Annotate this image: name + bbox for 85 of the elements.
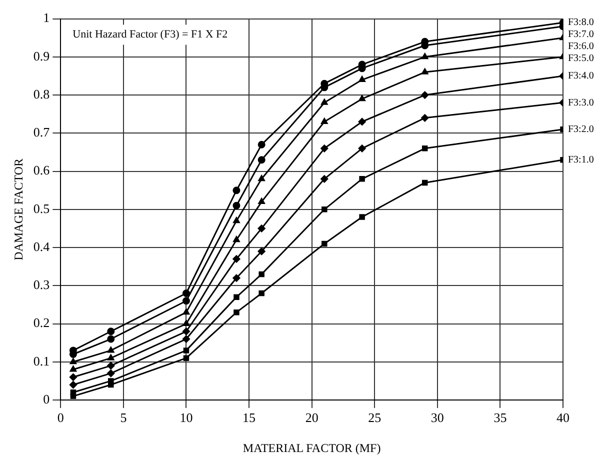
point	[233, 217, 240, 224]
point	[422, 53, 428, 60]
y-axis-title: DAMAGE FACTOR	[11, 158, 26, 260]
point	[108, 354, 114, 360]
series-label: F3:7.0	[568, 29, 594, 40]
x-tick-label: 25	[368, 410, 382, 426]
y-tick-label: 0.3	[33, 277, 50, 292]
point	[358, 95, 366, 102]
y-tick-label: 0.2	[33, 315, 50, 330]
point	[232, 274, 240, 282]
point	[258, 248, 266, 256]
point	[258, 198, 265, 204]
point	[359, 176, 365, 182]
point	[70, 358, 77, 364]
series-label: F3:2.0	[568, 124, 594, 135]
point	[69, 373, 77, 381]
point	[358, 144, 366, 152]
point	[358, 118, 366, 126]
point	[421, 91, 429, 99]
point	[183, 355, 190, 361]
point	[182, 335, 190, 343]
series-label: F3:5.0	[568, 53, 594, 64]
series-label: F3:6.0	[568, 41, 594, 52]
point	[182, 320, 190, 326]
point	[421, 114, 429, 122]
point	[422, 180, 428, 186]
x-tick-label: 35	[494, 410, 507, 426]
point	[182, 328, 190, 336]
point	[183, 348, 190, 354]
x-tick-label: 15	[242, 410, 256, 426]
point	[107, 335, 115, 343]
point	[422, 68, 428, 74]
point	[107, 328, 115, 336]
point	[322, 240, 328, 247]
point	[258, 271, 264, 278]
point	[70, 366, 77, 372]
y-tick-label: 0.4	[33, 238, 50, 254]
y-tick-label: 0.9	[33, 48, 50, 64]
point	[322, 206, 328, 212]
point	[107, 370, 115, 378]
y-tick-label: 0.8	[33, 86, 50, 102]
y-tick-label: 0.1	[33, 353, 50, 368]
y-tick-label: 0.6	[33, 162, 50, 178]
point	[258, 290, 264, 296]
point	[108, 346, 114, 353]
point	[258, 140, 266, 148]
point	[321, 118, 328, 124]
point	[107, 362, 115, 370]
series-label: F3:4.0	[568, 70, 594, 82]
x-tick-label: 20	[305, 410, 318, 426]
point	[233, 236, 240, 242]
point	[258, 175, 265, 182]
y-tick-label: 0	[43, 391, 50, 406]
point	[69, 381, 77, 388]
point	[108, 382, 114, 388]
x-tick-label: 5	[120, 410, 127, 426]
point	[358, 76, 366, 82]
point	[234, 309, 240, 316]
y-tick-label: 0.7	[33, 124, 50, 140]
point	[182, 290, 190, 298]
point	[422, 146, 428, 152]
point	[232, 186, 240, 194]
x-tick-label: 30	[430, 410, 444, 426]
point	[320, 144, 328, 152]
point	[182, 308, 190, 315]
x-tick-label: 10	[180, 410, 193, 426]
series-label: F3:1.0	[568, 154, 594, 166]
series-label: F3:8.0	[568, 17, 594, 28]
point	[234, 294, 240, 300]
y-tick-label: 0.5	[33, 200, 50, 216]
point	[258, 224, 266, 232]
y-tick-label: 1	[43, 10, 50, 26]
point	[258, 156, 266, 164]
point	[232, 202, 240, 210]
point	[182, 297, 190, 305]
point	[320, 175, 328, 183]
x-axis-title: MATERIAL FACTOR (MF)	[242, 440, 381, 455]
annotation: Unit Hazard Factor (F3) = F1 X F2	[72, 28, 228, 41]
series-label: F3:3.0	[568, 97, 594, 108]
x-tick-label: 0	[57, 410, 64, 426]
x-tick-label: 40	[556, 410, 570, 426]
point	[321, 98, 328, 105]
point	[359, 214, 365, 220]
point	[232, 255, 240, 263]
point	[70, 393, 76, 400]
